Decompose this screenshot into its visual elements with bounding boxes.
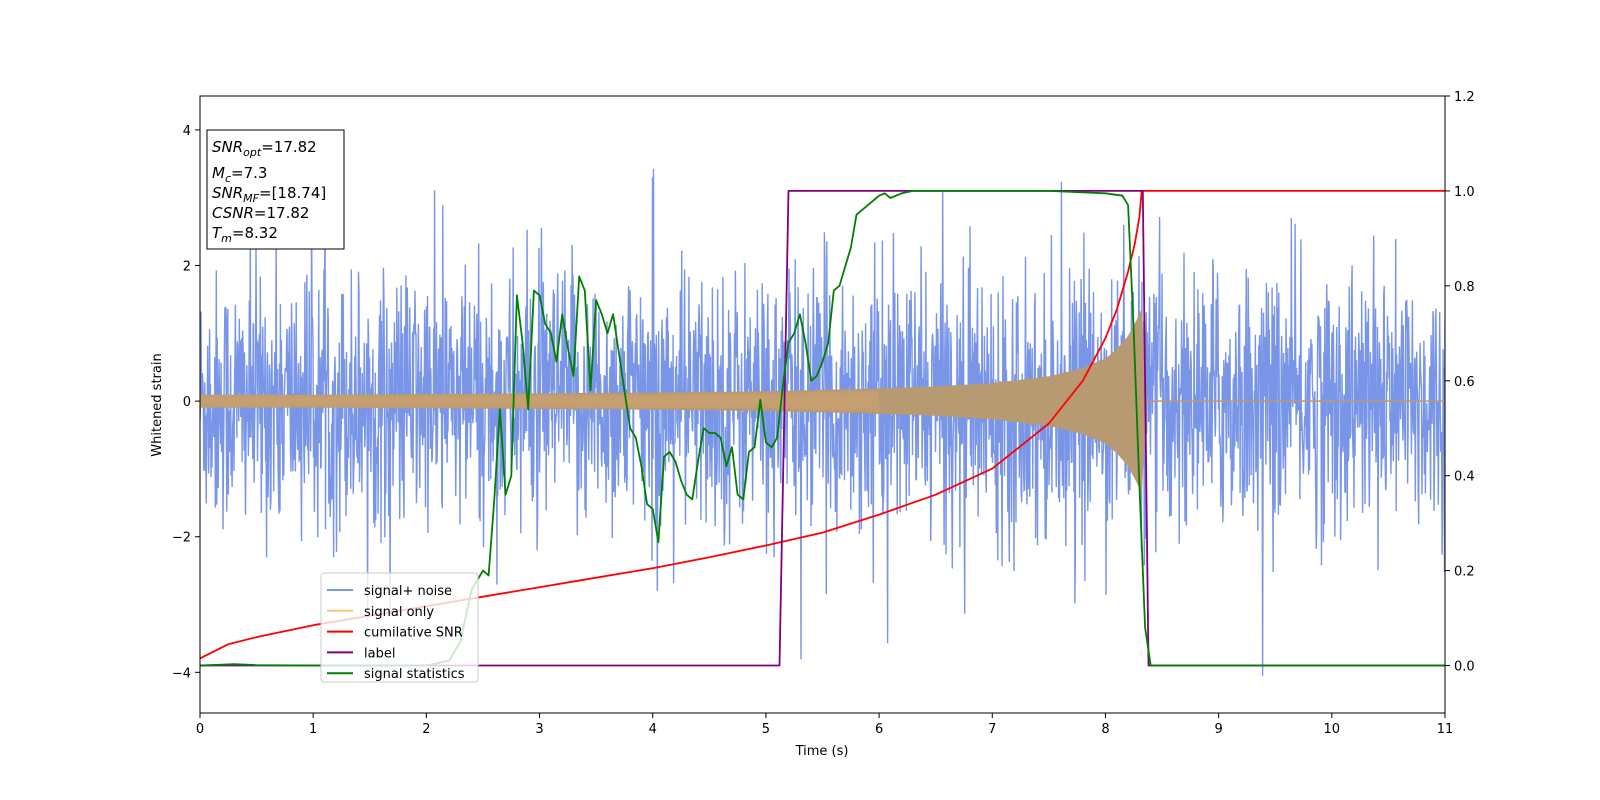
legend-entry-label: signal+ noise <box>364 584 452 599</box>
x-tick-label: 9 <box>1214 722 1222 737</box>
legend-items: signal+ noise signal only cumilative SNR la… <box>327 584 465 682</box>
y-right-tick-label: 1.0 <box>1454 185 1475 200</box>
y-right-tick-label: 0.8 <box>1454 280 1475 295</box>
axes-frame <box>199 95 1446 714</box>
series-signal-only-oscillation <box>200 390 880 413</box>
y-tick-label: 4 <box>183 124 191 139</box>
x-tick-label: 10 <box>1324 722 1341 737</box>
legend-entry-label: label <box>364 646 395 661</box>
x-tick-label: 11 <box>1437 722 1454 737</box>
x-tick-label: 2 <box>422 722 430 737</box>
annotation-frame <box>206 129 345 250</box>
y-right-tick-label: 0.4 <box>1454 470 1475 485</box>
x-tick-label: 7 <box>988 722 996 737</box>
annotation-line: Tm=8.32 <box>212 224 278 245</box>
series-signal-statistics <box>200 190 1445 667</box>
x-tick-label: 3 <box>535 722 543 737</box>
x-tick-label: 6 <box>875 722 883 737</box>
plot-area <box>200 155 1445 676</box>
x-tick-label: 1 <box>309 722 317 737</box>
legend-entry-label: signal only <box>364 605 434 620</box>
x-axis-label: Time (s) <box>795 744 849 759</box>
legend: signal+ noise signal only cumilative SNR la… <box>320 572 479 683</box>
y-axis-label: Whitened strain <box>150 353 165 456</box>
ticks-layer: 0 1 2 3 4 5 6 7 8 9 10 11 −4 −2 0 2 4 0.0 0.2 0.4 0.6 0.8 1.0 1… <box>172 90 1475 737</box>
annotation-line: CSNR=17.82 <box>212 204 309 222</box>
annotation-box: SNRopt=17.82 Mc=7.3SNRMF=[18.74]CSNR=17.8… <box>206 129 345 250</box>
x-tick-label: 5 <box>762 722 770 737</box>
x-tick-label: 8 <box>1101 722 1109 737</box>
x-tick-label: 0 <box>196 722 204 737</box>
legend-frame <box>320 572 479 683</box>
annotation-line: Mc=7.3 <box>212 164 267 185</box>
annotation-lines: SNRopt=17.82 Mc=7.3SNRMF=[18.74]CSNR=17.8… <box>212 138 326 245</box>
y-right-tick-label: 0.2 <box>1454 565 1475 580</box>
legend-entry-label: cumilative SNR <box>364 626 463 641</box>
annotation-line: SNRMF=[18.74] <box>212 184 326 205</box>
annotation-line: SNRopt=17.82 <box>212 138 317 159</box>
y-tick-label: 2 <box>183 260 191 275</box>
y-tick-label: −4 <box>172 666 191 681</box>
series-layer <box>200 155 1445 676</box>
x-tick-label: 4 <box>649 722 657 737</box>
legend-entry-label: signal statistics <box>364 667 465 682</box>
y-tick-label: −2 <box>172 531 191 546</box>
y-right-tick-label: 1.2 <box>1454 90 1475 105</box>
y-right-tick-label: 0.6 <box>1454 375 1475 390</box>
series-signal-noise <box>200 155 1445 676</box>
y-tick-label: 0 <box>183 395 191 410</box>
y-right-tick-label: 0.0 <box>1454 660 1475 675</box>
